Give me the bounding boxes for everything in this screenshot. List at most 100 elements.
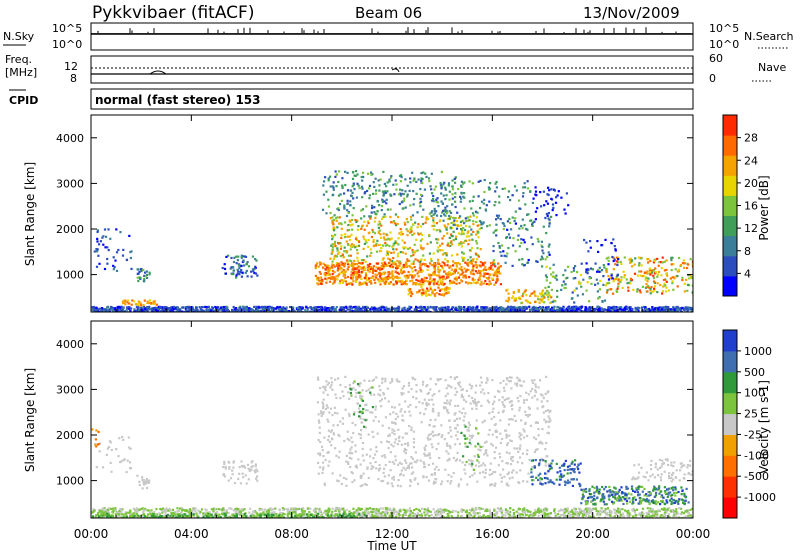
echo-cell: [427, 269, 429, 271]
echo-cell: [480, 281, 482, 283]
echo-cell: [371, 212, 373, 214]
echo-cell: [369, 194, 371, 196]
echo-cell: [405, 247, 407, 249]
echo-cell: [408, 293, 410, 295]
echo-cell: [476, 308, 478, 310]
echo-cell: [107, 228, 109, 230]
echo-cell: [489, 182, 491, 184]
echo-cell: [325, 282, 327, 284]
echo-cell: [458, 282, 460, 284]
echo-cell: [360, 262, 362, 264]
echo-cell: [499, 247, 501, 249]
echo-cell: [279, 308, 281, 310]
echo-cell: [396, 260, 398, 262]
echo-cell: [418, 178, 420, 180]
echo-cell: [451, 254, 453, 256]
echo-cell: [451, 282, 453, 284]
echo-cell: [322, 209, 324, 211]
echo-cell: [613, 260, 615, 262]
echo-cell: [452, 179, 454, 181]
echo-cell: [352, 214, 354, 216]
echo-cell: [332, 185, 334, 187]
echo-cell: [450, 227, 452, 229]
echo-cell: [106, 263, 108, 265]
echo-cell: [552, 207, 554, 209]
echo-cell: [434, 212, 436, 214]
echo-cell: [610, 288, 612, 290]
echo-cell: [524, 203, 526, 205]
echo-cell: [448, 306, 450, 308]
echo-cell: [461, 245, 463, 247]
echo-cell: [346, 236, 348, 238]
echo-cell: [523, 239, 525, 241]
echo-cell: [395, 183, 397, 185]
echo-cell: [370, 252, 372, 254]
echo-cell: [520, 242, 522, 244]
echo-cell: [440, 200, 442, 202]
echo-cell: [549, 282, 551, 284]
echo-cell: [420, 283, 422, 285]
echo-cell: [577, 308, 579, 310]
echo-cell: [238, 267, 240, 269]
echo-cell: [388, 180, 390, 182]
echo-cell: [432, 219, 434, 221]
echo-cell: [417, 249, 419, 251]
echo-cell: [406, 279, 408, 281]
echo-cell: [603, 266, 605, 268]
echo-cell: [235, 277, 237, 279]
echo-cell: [461, 257, 463, 259]
echo-cell: [604, 511, 606, 513]
echo-cell: [521, 309, 523, 311]
echo-cell: [389, 277, 391, 279]
echo-cell: [337, 250, 339, 252]
echo-cell: [551, 289, 553, 291]
echo-cell: [543, 204, 545, 206]
echo-cell: [544, 287, 546, 289]
echo-cell: [437, 287, 439, 289]
echo-cell: [471, 239, 473, 241]
echo-cell: [411, 280, 413, 282]
echo-cell: [498, 215, 500, 217]
echo-cell: [418, 290, 420, 292]
echo-cell: [499, 272, 501, 274]
echo-cell: [585, 308, 587, 310]
echo-cell: [375, 270, 377, 272]
echo-cell: [384, 213, 386, 215]
echo-cell: [378, 204, 380, 206]
echo-cell: [668, 289, 670, 291]
echo-cell: [111, 307, 113, 309]
echo-cell: [431, 260, 433, 262]
echo-cell: [480, 309, 482, 311]
echo-cell: [508, 308, 510, 310]
echo-cell: [606, 268, 608, 270]
echo-cell: [355, 271, 357, 273]
echo-cell: [676, 275, 678, 277]
echo-cell: [176, 507, 178, 509]
echo-cell: [382, 273, 384, 275]
echo-cell: [666, 275, 668, 277]
echo-cell: [384, 272, 386, 274]
echo-cell: [479, 278, 481, 280]
echo-cell: [97, 248, 99, 250]
echo-cell: [647, 258, 649, 260]
echo-cell: [268, 309, 270, 311]
echo-cell: [641, 257, 643, 259]
echo-cell: [351, 265, 353, 267]
echo-cell: [337, 181, 339, 183]
echo-cell: [516, 189, 518, 191]
echo-cell: [331, 306, 333, 308]
echo-cell: [389, 283, 391, 285]
echo-cell: [412, 276, 414, 278]
echo-cell: [671, 269, 673, 271]
echo-cell: [554, 512, 556, 514]
echo-cell: [501, 244, 503, 246]
echo-cell: [454, 178, 456, 180]
echo-cell: [549, 267, 551, 269]
echo-cell: [475, 261, 477, 263]
echo-cell: [343, 273, 345, 275]
echo-cell: [580, 286, 582, 288]
echo-cell: [461, 307, 463, 309]
echo-cell: [129, 510, 131, 512]
echo-cell: [336, 247, 338, 249]
